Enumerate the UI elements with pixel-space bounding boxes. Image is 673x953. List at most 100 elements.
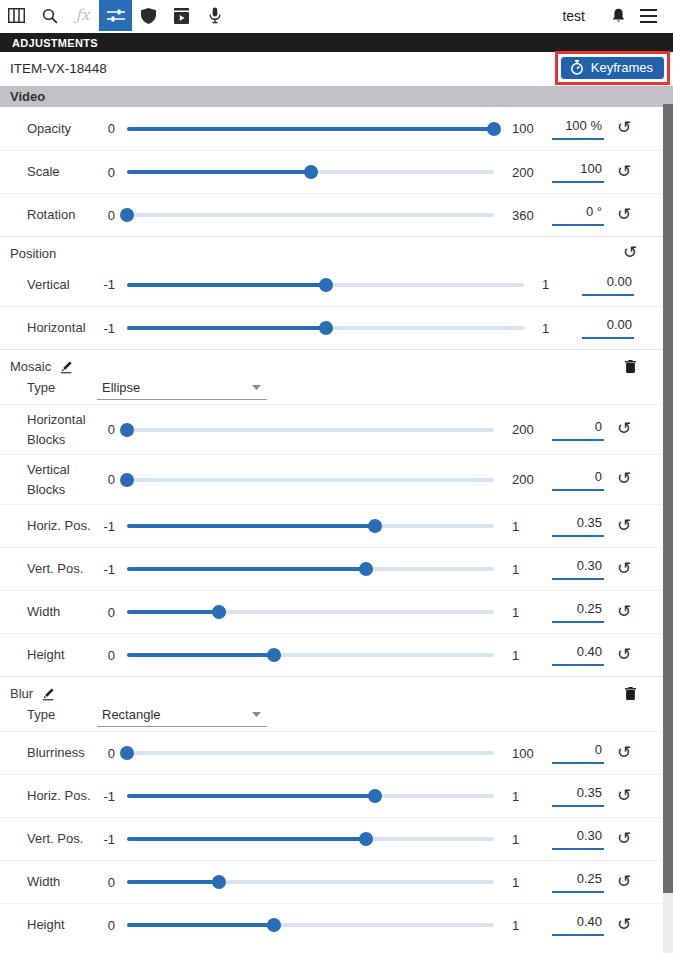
horiz-pos-slider-track[interactable]	[127, 518, 494, 534]
slider-thumb[interactable]	[120, 473, 134, 487]
horiz-pos-value-input[interactable]: 0.35	[552, 785, 604, 807]
slider-thumb[interactable]	[267, 918, 281, 932]
scale-max-label: 200	[512, 165, 542, 180]
opacity-slider-track[interactable]	[127, 121, 494, 137]
reset-icon: ↺	[617, 746, 631, 761]
slider-thumb[interactable]	[368, 519, 382, 533]
reset-icon: ↺	[617, 208, 631, 223]
slider-thumb[interactable]	[212, 875, 226, 889]
vert-pos-slider-track[interactable]	[127, 561, 494, 577]
reset-icon: ↺	[617, 832, 631, 847]
blurriness-value-input[interactable]: 0	[552, 742, 604, 764]
height-max-label: 1	[512, 918, 542, 933]
height-value-input[interactable]: 0.40	[552, 914, 604, 936]
scrollbar[interactable]	[663, 104, 673, 953]
slider-thumb[interactable]	[368, 789, 382, 803]
microphone-button[interactable]	[198, 0, 231, 31]
height-slider-track[interactable]	[127, 647, 494, 663]
horizontal-blocks-reset-button[interactable]: ↺	[614, 422, 634, 437]
slider-thumb[interactable]	[120, 423, 134, 437]
columns-button[interactable]	[0, 0, 33, 31]
slider-thumb[interactable]	[120, 208, 134, 222]
stopwatch-icon	[570, 60, 584, 75]
scale-reset-button[interactable]: ↺	[614, 165, 634, 180]
slider-thumb[interactable]	[212, 605, 226, 619]
slider-track-fill	[127, 837, 366, 841]
slider-thumb[interactable]	[319, 278, 333, 292]
vertical-blocks-slider-track[interactable]	[127, 472, 494, 488]
horiz-pos-value-input[interactable]: 0.35	[552, 515, 604, 537]
mosaic-edit-button[interactable]	[57, 360, 75, 374]
rotation-value-input[interactable]: 0 °	[552, 204, 604, 226]
width-value-input[interactable]: 0.25	[552, 601, 604, 623]
media-box-button[interactable]	[165, 0, 198, 31]
vert-pos-reset-button[interactable]: ↺	[614, 832, 634, 847]
blur-delete-button[interactable]	[620, 687, 640, 700]
vert-pos-value-input[interactable]: 0.30	[552, 558, 604, 580]
opacity-label: Opacity	[27, 119, 97, 139]
width-reset-button[interactable]: ↺	[614, 875, 634, 890]
horiz-pos-reset-button[interactable]: ↺	[614, 789, 634, 804]
user-menu[interactable]: test	[562, 8, 585, 24]
slider-thumb[interactable]	[120, 746, 134, 760]
width-slider-track[interactable]	[127, 874, 494, 890]
slider-thumb[interactable]	[487, 122, 501, 136]
rotation-reset-button[interactable]: ↺	[614, 208, 634, 223]
horizontal-slider-track[interactable]	[127, 320, 524, 336]
height-reset-button[interactable]: ↺	[614, 918, 634, 933]
scale-slider-track[interactable]	[127, 164, 494, 180]
opacity-value-input[interactable]: 100 %	[552, 118, 604, 140]
horizontal-value-input[interactable]: 0.00	[582, 317, 634, 339]
mosaic-delete-button[interactable]	[620, 360, 640, 373]
bell-button[interactable]	[603, 0, 633, 31]
blurriness-slider-track[interactable]	[127, 745, 494, 761]
section-label: Mosaic	[10, 359, 51, 374]
horiz-pos-reset-button[interactable]: ↺	[614, 519, 634, 534]
vert-pos-slider-track[interactable]	[127, 831, 494, 847]
slider-thumb[interactable]	[267, 648, 281, 662]
keyframes-button[interactable]: Keyframes	[560, 56, 665, 80]
vertical-blocks-reset-button[interactable]: ↺	[614, 472, 634, 487]
width-slider-track[interactable]	[127, 604, 494, 620]
horizontal-blocks-value-input[interactable]: 0	[552, 419, 604, 441]
scrollbar-thumb[interactable]	[663, 104, 673, 893]
search-button[interactable]	[33, 0, 66, 31]
blur-edit-button[interactable]	[39, 687, 57, 701]
slider-thumb[interactable]	[359, 832, 373, 846]
type-select[interactable]: Rectangle	[97, 705, 267, 727]
scale-value-input[interactable]: 100	[552, 161, 604, 183]
toolbar-buttons: ƒx	[0, 0, 231, 31]
position-reset-button[interactable]: ↺	[620, 246, 640, 261]
horiz-pos-slider-track[interactable]	[127, 788, 494, 804]
rotation-max-label: 360	[512, 208, 542, 223]
opacity-reset-button[interactable]: ↺	[614, 121, 634, 136]
height-value-input[interactable]: 0.40	[552, 644, 604, 666]
search-icon	[42, 8, 58, 24]
sliders-button[interactable]	[99, 0, 132, 31]
vertical-value-input[interactable]: 0.00	[582, 274, 634, 296]
menu-button[interactable]	[633, 0, 663, 31]
height-slider-track[interactable]	[127, 917, 494, 933]
scale-min-label: 0	[97, 165, 115, 180]
vertical-blocks-value-input[interactable]: 0	[552, 469, 604, 491]
height-reset-button[interactable]: ↺	[614, 648, 634, 663]
toolbar: ƒx test	[0, 0, 673, 31]
vert-pos-reset-button[interactable]: ↺	[614, 562, 634, 577]
slider-track-fill	[127, 567, 366, 571]
blurriness-reset-button[interactable]: ↺	[614, 746, 634, 761]
type-select[interactable]: Ellipse	[97, 378, 267, 400]
slider-thumb[interactable]	[319, 321, 333, 335]
vert-pos-value-input[interactable]: 0.30	[552, 828, 604, 850]
blurriness-label: Blurriness	[27, 743, 97, 763]
width-reset-button[interactable]: ↺	[614, 605, 634, 620]
rotation-slider-track[interactable]	[127, 207, 494, 223]
section-rows-blur: TypeRectangleBlurriness01000↺Horiz. Pos.…	[0, 703, 673, 946]
vertical-slider-track[interactable]	[127, 277, 524, 293]
horizontal-min-label: -1	[97, 321, 115, 336]
reset-icon: ↺	[617, 472, 631, 487]
horizontal-blocks-slider-track[interactable]	[127, 422, 494, 438]
width-value-input[interactable]: 0.25	[552, 871, 604, 893]
slider-thumb[interactable]	[304, 165, 318, 179]
slider-thumb[interactable]	[359, 562, 373, 576]
shield-button[interactable]	[132, 0, 165, 31]
